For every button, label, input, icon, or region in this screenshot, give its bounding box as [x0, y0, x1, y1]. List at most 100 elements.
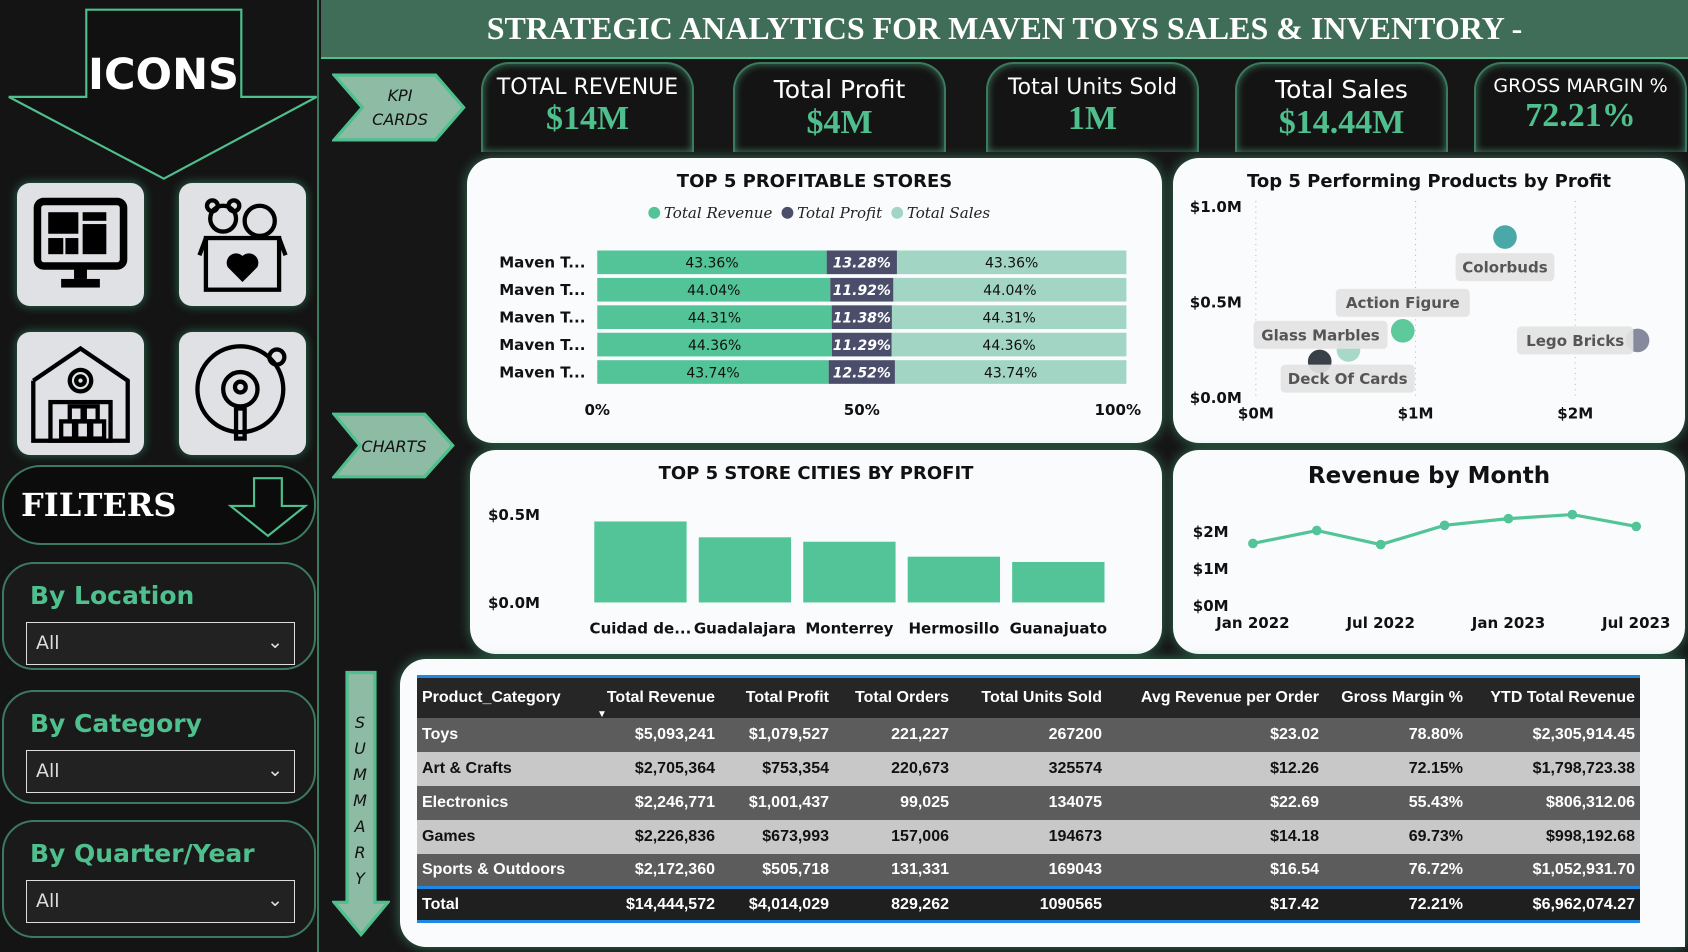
table-cell: $12.26: [1107, 751, 1324, 786]
sidebar: ICONS FILTERS By Location All ⌄ By Catego…: [0, 0, 319, 952]
chart-title: Top 5 Performing Products by Profit: [1246, 171, 1612, 192]
chart-title: Revenue by Month: [1307, 463, 1551, 489]
bar-segment: [831, 305, 892, 329]
data-label: 44.04%: [687, 283, 740, 299]
y-tick-label: $0.5M: [488, 506, 540, 524]
column-header[interactable]: Avg Revenue per Order: [1107, 676, 1324, 718]
summary-card: Product_Category Total Revenue ▼ Total Prof…: [400, 659, 1685, 947]
legend-label: Total Profit: [797, 204, 883, 222]
table-cell: 221,227: [834, 717, 954, 752]
arrow-down-icon: [228, 477, 309, 538]
x-tick-label: 100%: [1095, 401, 1142, 419]
column-header[interactable]: Product_Category: [417, 676, 591, 718]
bar-segment: [831, 332, 892, 357]
data-label: 43.36%: [685, 256, 738, 272]
bar-segment: [597, 305, 832, 329]
kpi-total-revenue: TOTAL REVENUE $14M: [481, 62, 694, 152]
column-header[interactable]: Total Units Sold: [954, 676, 1107, 718]
bar-segment: [894, 360, 1127, 384]
bar-segment: [826, 250, 897, 275]
dashboard-monitor-icon[interactable]: [17, 183, 144, 306]
column-header[interactable]: Total Profit: [720, 676, 834, 718]
column-header[interactable]: YTD Total Revenue: [1468, 676, 1640, 718]
toy-box-icon[interactable]: [179, 183, 306, 306]
table-cell: $2,226,836: [591, 819, 720, 854]
table-cell: 99,025: [834, 785, 954, 820]
y-tick-label: $1.0M: [1190, 198, 1242, 216]
table-cell: $14,444,572: [591, 886, 720, 922]
warehouse-icon[interactable]: [17, 332, 144, 455]
kpi-section-chevron: [332, 73, 466, 142]
legend-label: Total Revenue: [664, 204, 773, 222]
table-cell: $1,079,527: [720, 717, 834, 752]
table-cell: 72.21%: [1324, 886, 1468, 922]
table-row[interactable]: Electronics $2,246,771 $1,001,437 99,025 134…: [417, 785, 1640, 820]
x-tick-label: 50%: [844, 401, 880, 419]
y-tick-label: $1M: [1193, 560, 1229, 578]
table-cell: 267200: [954, 717, 1107, 752]
bar-segment: [896, 250, 1127, 275]
table-row[interactable]: Toys $5,093,241 $1,079,527 221,227 267200 $23…: [417, 717, 1640, 752]
icons-heading: ICONS: [87, 50, 240, 100]
bar: [698, 537, 792, 603]
column-header[interactable]: Total Revenue ▼: [591, 676, 720, 718]
table-row[interactable]: Sports & Outdoors $2,172,360 $505,718 131,3…: [417, 853, 1640, 888]
y-tick-label: $0.5M: [1190, 293, 1242, 311]
filters-heading: FILTERS: [21, 486, 177, 524]
column-header[interactable]: Total Orders: [834, 676, 954, 718]
category-dropdown[interactable]: All ⌄: [26, 750, 295, 793]
y-tick-label: $2M: [1193, 523, 1229, 541]
table-cell: $753,354: [720, 751, 834, 786]
quarter-year-dropdown[interactable]: All ⌄: [26, 880, 295, 923]
x-tick-label: Jul 2022: [1345, 614, 1414, 632]
location-dropdown[interactable]: All ⌄: [26, 622, 295, 665]
point-label-bg: [1280, 364, 1415, 393]
line-point: [1631, 521, 1642, 532]
data-label: 43.74%: [984, 365, 1037, 381]
legend-marker: [781, 206, 794, 219]
table-cell: Games: [417, 819, 591, 854]
table-row[interactable]: Games $2,226,836 $673,993 157,006 194673 $14.…: [417, 819, 1640, 854]
category-label: Maven T...: [499, 363, 585, 381]
bar-segment: [597, 250, 827, 275]
data-label: 13.28%: [833, 256, 891, 272]
filter-label: By Quarter/Year: [30, 839, 255, 868]
line-point: [1375, 539, 1386, 550]
bar: [1012, 561, 1105, 603]
data-label: 43.36%: [985, 256, 1038, 272]
table-cell: Art & Crafts: [417, 751, 591, 786]
data-label: 44.36%: [982, 338, 1035, 354]
x-tick-label: Monterrey: [805, 620, 893, 638]
legend-marker: [648, 206, 661, 219]
data-label: 43.74%: [686, 365, 739, 381]
table-cell: 829,262: [834, 886, 954, 922]
total-row[interactable]: Total $14,444,572 $4,014,029 829,262 1090565…: [417, 886, 1640, 922]
bar-segment: [893, 277, 1127, 302]
line-point: [1311, 525, 1322, 536]
x-tick-label: Guadalajara: [694, 620, 796, 638]
kpi-section-label: KPI CARDS: [372, 86, 428, 129]
table-cell: 78.80%: [1324, 717, 1468, 752]
table-row[interactable]: Art & Crafts $2,705,364 $753,354 220,673 325…: [417, 751, 1640, 786]
table-cell: $14.18: [1107, 819, 1324, 854]
point-label-bg: [1253, 320, 1388, 349]
table-cell: 325574: [954, 751, 1107, 786]
column-header[interactable]: Gross Margin %: [1324, 676, 1468, 718]
table-cell: 1090565: [954, 886, 1107, 922]
x-tick-label: Hermosillo: [908, 620, 999, 638]
y-tick-label: $0.0M: [1190, 389, 1242, 407]
table-cell: $5,093,241: [591, 717, 720, 752]
globe-location-icon[interactable]: [179, 332, 306, 455]
chart-title: TOP 5 STORE CITIES BY PROFIT: [658, 463, 974, 484]
line-point: [1567, 509, 1578, 520]
line-point: [1439, 520, 1450, 531]
table-cell: Total: [417, 886, 591, 922]
kpi-total-sales: Total Sales $14.44M: [1235, 62, 1448, 152]
bar-segment: [891, 305, 1127, 329]
point-label: Glass Marbles: [1261, 326, 1379, 344]
category-label: Maven T...: [499, 281, 585, 299]
dropdown-value: All: [36, 890, 60, 912]
table-cell: $16.54: [1107, 853, 1324, 888]
table-cell: $1,001,437: [720, 785, 834, 820]
icons-arrow-shape: [8, 8, 318, 180]
